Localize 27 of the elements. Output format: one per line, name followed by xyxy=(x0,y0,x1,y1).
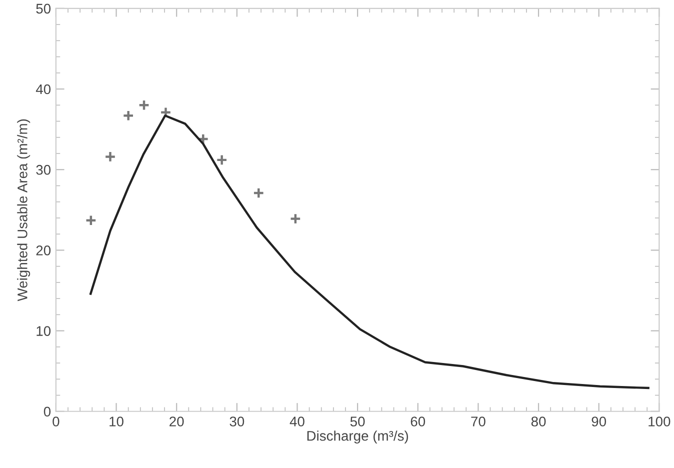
x-tick-label: 70 xyxy=(471,416,486,426)
point xyxy=(85,214,97,226)
y-tick-label: 0 xyxy=(44,406,51,417)
point xyxy=(122,110,134,122)
point xyxy=(104,150,116,162)
x-tick-label: 20 xyxy=(170,416,184,426)
y-tick-label: 10 xyxy=(36,326,51,336)
x-tick-label: 40 xyxy=(290,416,304,426)
y-tick-label: 30 xyxy=(36,164,51,175)
x-tick-label: 30 xyxy=(230,416,244,426)
y-tick-label: 20 xyxy=(36,246,51,256)
x-axis-title: Discharge (m³/s) xyxy=(307,430,408,444)
y-axis-title: Weighted Usable Area (m²/m) xyxy=(17,119,30,302)
x-tick-label: 100 xyxy=(648,416,670,426)
y-tick-label: 50 xyxy=(36,4,51,14)
x-tick-label: 0 xyxy=(52,416,60,426)
line-series xyxy=(90,114,650,390)
x-tick-label: 90 xyxy=(592,416,606,426)
point xyxy=(252,187,264,199)
x-tick-label: 50 xyxy=(350,416,365,426)
point xyxy=(138,99,150,111)
x-tick-label: 10 xyxy=(110,416,124,426)
x-tick-label: 80 xyxy=(531,416,546,426)
x-tick-label: 60 xyxy=(410,416,426,426)
point xyxy=(290,212,302,225)
point xyxy=(216,154,228,166)
y-tick-label: 40 xyxy=(36,84,51,94)
